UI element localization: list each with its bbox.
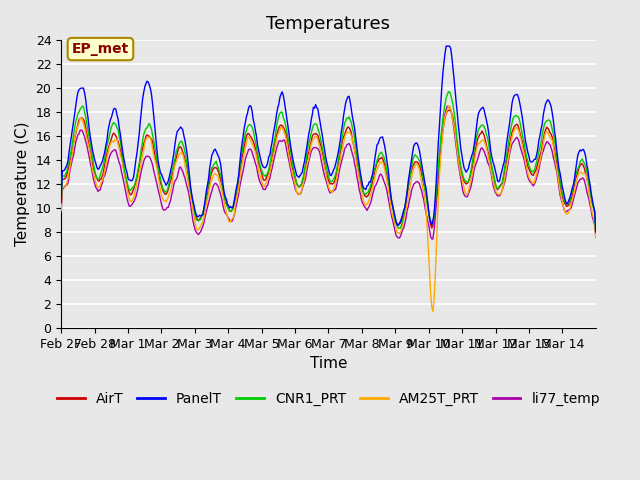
X-axis label: Time: Time [310, 356, 348, 371]
Legend: AirT, PanelT, CNR1_PRT, AM25T_PRT, li77_temp: AirT, PanelT, CNR1_PRT, AM25T_PRT, li77_… [51, 386, 605, 412]
Text: EP_met: EP_met [72, 42, 129, 56]
Y-axis label: Temperature (C): Temperature (C) [15, 122, 30, 246]
Title: Temperatures: Temperatures [266, 15, 390, 33]
